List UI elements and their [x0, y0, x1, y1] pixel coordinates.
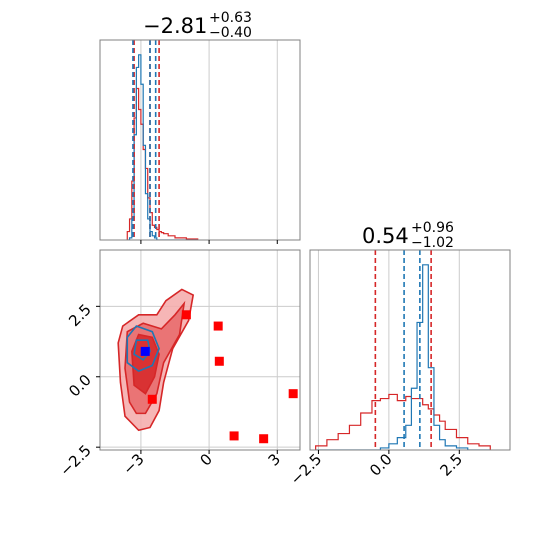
panel-bottom-right-frame: [310, 250, 510, 450]
panel-bottom-left-border: [99, 249, 301, 451]
br-hist-series-1: [315, 264, 491, 450]
bl-red-marker-0: [181, 310, 191, 320]
panel-bottom-right-grid: [317, 250, 460, 450]
panel-top-left-ticks: [140, 240, 278, 244]
bl-xtick-label-0: −3: [119, 450, 147, 478]
bl-red-marker-6: [288, 389, 298, 399]
panel-bottom-right: −2.5 0.0 2.5 0.54 +0.96 −1.02: [287, 220, 511, 489]
bl-xtick-label-1: 0: [196, 450, 215, 469]
bl-ytick-label-0: −2.5: [56, 441, 94, 479]
bl-ytick-label-2: 2.5: [65, 300, 95, 330]
bl-blue-marker-0: [140, 346, 150, 356]
panel-bottom-left: −3 0 3 −2.5 0.0 2.5: [56, 249, 301, 480]
panel-top-left-title-sub: −0.40: [209, 25, 252, 41]
panel-bottom-right-histograms: [315, 264, 491, 450]
bl-red-marker-2: [214, 356, 224, 366]
panel-bottom-right-title: 0.54: [362, 224, 409, 248]
br-xtick-label-1: 0.0: [366, 450, 396, 480]
bl-ytick-label-1: 0.0: [65, 371, 95, 401]
panel-bottom-right-title-sup: +0.96: [411, 220, 454, 236]
bl-blue-contour-1: [133, 339, 151, 361]
br-xtick-label-0: −2.5: [287, 450, 325, 488]
bl-red-marker-4: [229, 431, 239, 441]
panel-top-left-title-sup: +0.63: [209, 10, 252, 26]
panel-bottom-right-ticks: −2.5 0.0 2.5: [287, 450, 466, 489]
panel-bottom-right-title-sub: −1.02: [411, 235, 454, 251]
bl-blue-contour-0: [126, 325, 160, 373]
bl-xtick-label-2: 3: [265, 450, 284, 469]
bl-red-contour-2: [131, 333, 160, 395]
panel-top-left-border: [99, 39, 301, 241]
panel-bottom-left-scatter: [117, 288, 298, 444]
br-xtick-label-2: 2.5: [437, 450, 467, 480]
panel-bottom-right-quantile-lines: [374, 250, 432, 450]
panel-top-left-title: −2.81: [143, 14, 207, 38]
bl-red-marker-3: [147, 394, 157, 404]
panel-bottom-right-title-value: 0.54: [362, 224, 409, 248]
panel-top-left-title-value: −2.81: [143, 14, 207, 38]
panel-bottom-right-border: [309, 249, 511, 451]
panel-top-left-frame: [100, 40, 300, 240]
panel-top-left: −2.81 +0.63 −0.40: [99, 10, 301, 244]
panel-top-left-quantile-lines: [132, 40, 160, 240]
bl-red-marker-1: [213, 321, 223, 331]
bl-red-marker-5: [259, 434, 269, 444]
